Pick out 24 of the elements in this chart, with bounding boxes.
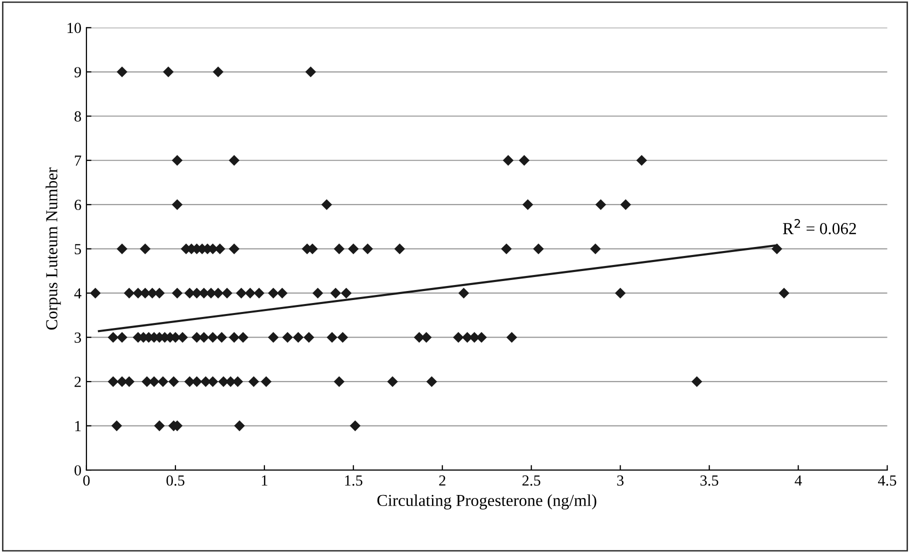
- y-tick-label: 3: [74, 332, 81, 343]
- x-tick-label: 1: [262, 475, 268, 486]
- x-tick-label: 4: [794, 475, 802, 486]
- y-tick-label: 9: [74, 67, 81, 78]
- y-tick-label: 8: [74, 111, 82, 122]
- y-tick-label: 0: [74, 465, 82, 476]
- annotation: R$^{2}$ = 0.062: [782, 219, 856, 234]
- x-tick-label: 0.5: [166, 475, 184, 486]
- y-tick-label: 4: [74, 288, 82, 298]
- x-tick-label: 0: [83, 475, 90, 486]
- y-axis-title: Corpus Luteum Number: [46, 168, 61, 330]
- x-tick-label: 2.5: [522, 475, 540, 486]
- x-axis-title: Circulating Progesterone (ng/ml): [377, 494, 596, 510]
- y-tick-label: 5: [74, 244, 81, 254]
- y-tick-label: 2: [74, 376, 81, 387]
- y-tick-label: 10: [68, 22, 82, 34]
- y-tick-label: 1: [75, 421, 81, 432]
- x-tick-label: 3.5: [700, 475, 718, 486]
- x-tick-label: 2: [439, 475, 446, 486]
- y-tick-label: 6: [74, 200, 82, 210]
- x-tick-label: 3: [617, 475, 624, 486]
- x-tick-label: 1.5: [345, 475, 362, 486]
- x-tick-label: 4.5: [878, 475, 896, 486]
- y-tick-label: 7: [74, 156, 82, 166]
